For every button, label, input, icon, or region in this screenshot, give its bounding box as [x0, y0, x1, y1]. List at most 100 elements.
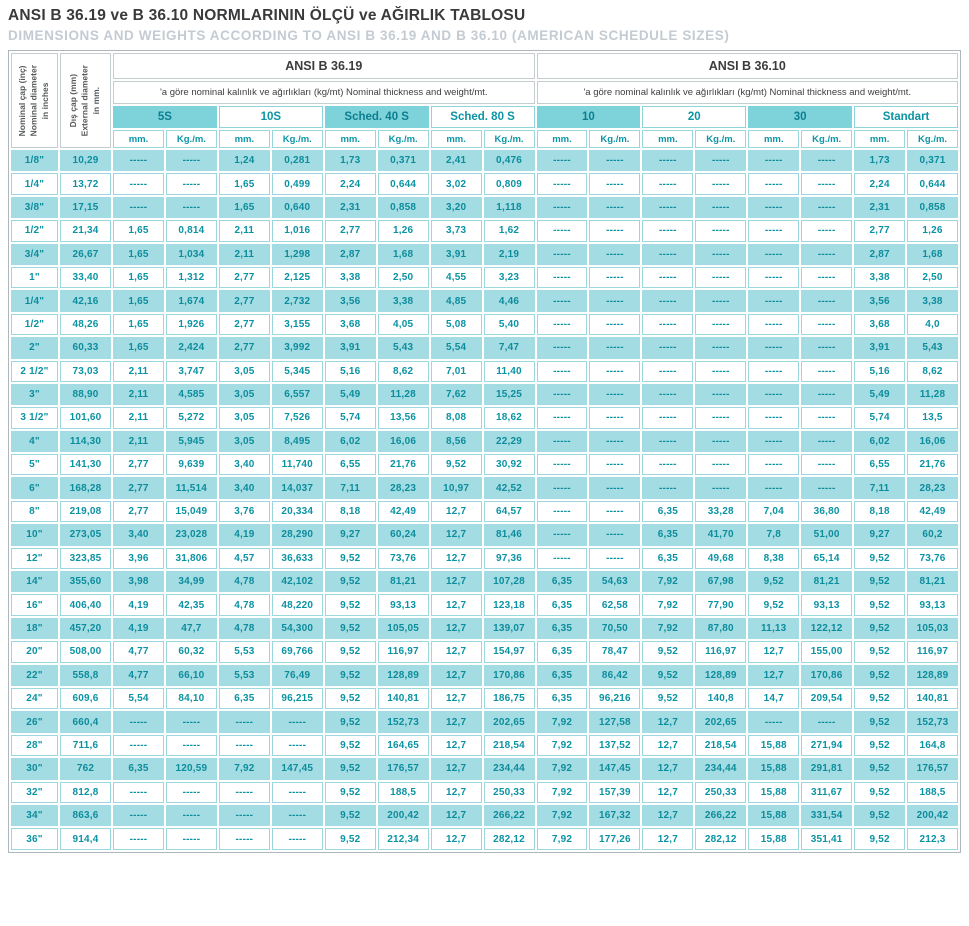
value-cell: ----- [165, 173, 217, 195]
value-cell: 0,858 [377, 196, 429, 219]
value-cell: 9,52 [854, 711, 906, 733]
nominal-size-cell: 2 1/2" [11, 360, 58, 382]
schedule-band-sched-80-s: Sched. 80 S [430, 106, 535, 128]
nominal-size-cell: 4" [11, 430, 58, 453]
group-note-ansi-b3619: 'a göre nominal kalınlık ve ağırlıkları … [113, 81, 535, 104]
value-cell: 9,52 [324, 711, 376, 733]
value-cell: ----- [748, 313, 800, 336]
value-cell: 6,35 [642, 500, 694, 523]
value-cell: 12,7 [430, 664, 482, 686]
value-cell: ----- [801, 313, 853, 336]
value-cell: ----- [748, 220, 800, 242]
value-cell: 15,88 [748, 734, 800, 757]
value-cell: ----- [695, 430, 747, 453]
value-cell: 93,13 [907, 594, 958, 616]
value-cell: ----- [271, 804, 323, 827]
value-cell: ----- [801, 290, 853, 312]
nominal-size-cell: 30" [11, 758, 58, 780]
value-cell: ----- [642, 454, 694, 476]
schedule-band-30: 30 [748, 106, 853, 128]
value-cell: 2,11 [113, 383, 164, 406]
external-diameter-cell: 508,00 [60, 641, 111, 663]
value-cell: 5,74 [854, 407, 906, 429]
nominal-size-cell: 24" [11, 687, 58, 710]
value-cell: 31,806 [165, 547, 217, 570]
value-cell: 12,7 [642, 711, 694, 733]
value-cell: 152,73 [907, 711, 958, 733]
nominal-size-cell: 32" [11, 781, 58, 803]
value-cell: 51,00 [801, 524, 853, 546]
value-cell: 3,02 [430, 173, 482, 195]
value-cell: 12,7 [430, 617, 482, 640]
value-cell: ----- [642, 220, 694, 242]
value-cell: 65,14 [801, 547, 853, 570]
value-cell: 3,91 [430, 243, 482, 265]
table-row: 1/2" 21,34 1,65 0,814 2,11 1,016 2,77 1,26 3,73 1… [11, 220, 958, 242]
external-diameter-label-unit: in mm. [91, 86, 102, 115]
value-cell: 42,102 [271, 571, 323, 593]
value-cell: 137,52 [589, 734, 641, 757]
value-cell: 77,90 [695, 594, 747, 616]
value-cell: 140,81 [907, 687, 958, 710]
nominal-size-cell: 1/8" [11, 150, 58, 172]
value-cell: 1,034 [165, 243, 217, 265]
value-cell: 7,92 [536, 758, 588, 780]
value-cell: ----- [165, 804, 217, 827]
table-row: 3" 88,90 2,11 4,585 3,05 6,557 5,49 11,28 7,62 15… [11, 383, 958, 406]
value-cell: 2,424 [165, 337, 217, 359]
value-cell: 1,68 [377, 243, 429, 265]
schedule-band-10: 10 [536, 106, 641, 128]
value-cell: 2,31 [324, 196, 376, 219]
value-cell: 2,24 [854, 173, 906, 195]
value-cell: 3,68 [854, 313, 906, 336]
value-cell: ----- [642, 243, 694, 265]
value-cell: 202,65 [695, 711, 747, 733]
value-cell: 3,76 [218, 500, 270, 523]
value-cell: 9,52 [854, 547, 906, 570]
external-diameter-label-en: External diameter [79, 64, 90, 137]
nominal-size-cell: 3" [11, 383, 58, 406]
value-cell: 0,281 [271, 150, 323, 172]
external-diameter-cell: 863,6 [60, 804, 111, 827]
value-cell: 6,35 [536, 617, 588, 640]
value-cell: 0,640 [271, 196, 323, 219]
schedule-band-row: 5S 10S Sched. 40 S Sched. 80 S 10 20 30 Standar… [11, 106, 958, 128]
value-cell: ----- [113, 828, 164, 850]
unit-header-mm: mm. [430, 130, 482, 148]
value-cell: 7,92 [642, 594, 694, 616]
value-cell: 12,7 [430, 711, 482, 733]
value-cell: 3,40 [218, 477, 270, 499]
external-diameter-cell: 48,26 [60, 313, 111, 336]
nominal-size-cell: 1/2" [11, 220, 58, 242]
value-cell: 2,732 [271, 290, 323, 312]
value-cell: ----- [589, 150, 641, 172]
value-cell: 2,31 [854, 196, 906, 219]
value-cell: 1,68 [907, 243, 958, 265]
value-cell: 176,57 [377, 758, 429, 780]
value-cell: 11,40 [483, 360, 535, 382]
value-cell: ----- [218, 734, 270, 757]
value-cell: 70,50 [589, 617, 641, 640]
value-cell: 15,88 [748, 804, 800, 827]
external-diameter-cell: 101,60 [60, 407, 111, 429]
value-cell: 7,47 [483, 337, 535, 359]
value-cell: 78,47 [589, 641, 641, 663]
value-cell: 73,76 [377, 547, 429, 570]
value-cell: ----- [589, 383, 641, 406]
value-cell: 170,86 [483, 664, 535, 686]
external-diameter-cell: 406,40 [60, 594, 111, 616]
external-diameter-cell: 812,8 [60, 781, 111, 803]
value-cell: ----- [165, 196, 217, 219]
unit-header-kg-m: Kg./m. [377, 130, 429, 148]
table-row: 4" 114,30 2,11 5,945 3,05 8,495 6,02 16,06 8,56 2… [11, 430, 958, 453]
value-cell: ----- [801, 711, 853, 733]
group-header-ansi-b3619: ANSI B 36.19 [113, 53, 535, 79]
value-cell: 0,499 [271, 173, 323, 195]
value-cell: 93,13 [801, 594, 853, 616]
table-row: 36" 914,4 ----- ----- ----- ----- 9,52 212,34 12… [11, 828, 958, 850]
table-body: 1/8" 10,29 ----- ----- 1,24 0,281 1,73 0,371 2,4… [11, 150, 958, 850]
table-row: 16" 406,40 4,19 42,35 4,78 48,220 9,52 93,13 12,… [11, 594, 958, 616]
value-cell: 9,52 [854, 687, 906, 710]
value-cell: 12,7 [430, 687, 482, 710]
table-row: 10" 273,05 3,40 23,028 4,19 28,290 9,27 60,24 12… [11, 524, 958, 546]
